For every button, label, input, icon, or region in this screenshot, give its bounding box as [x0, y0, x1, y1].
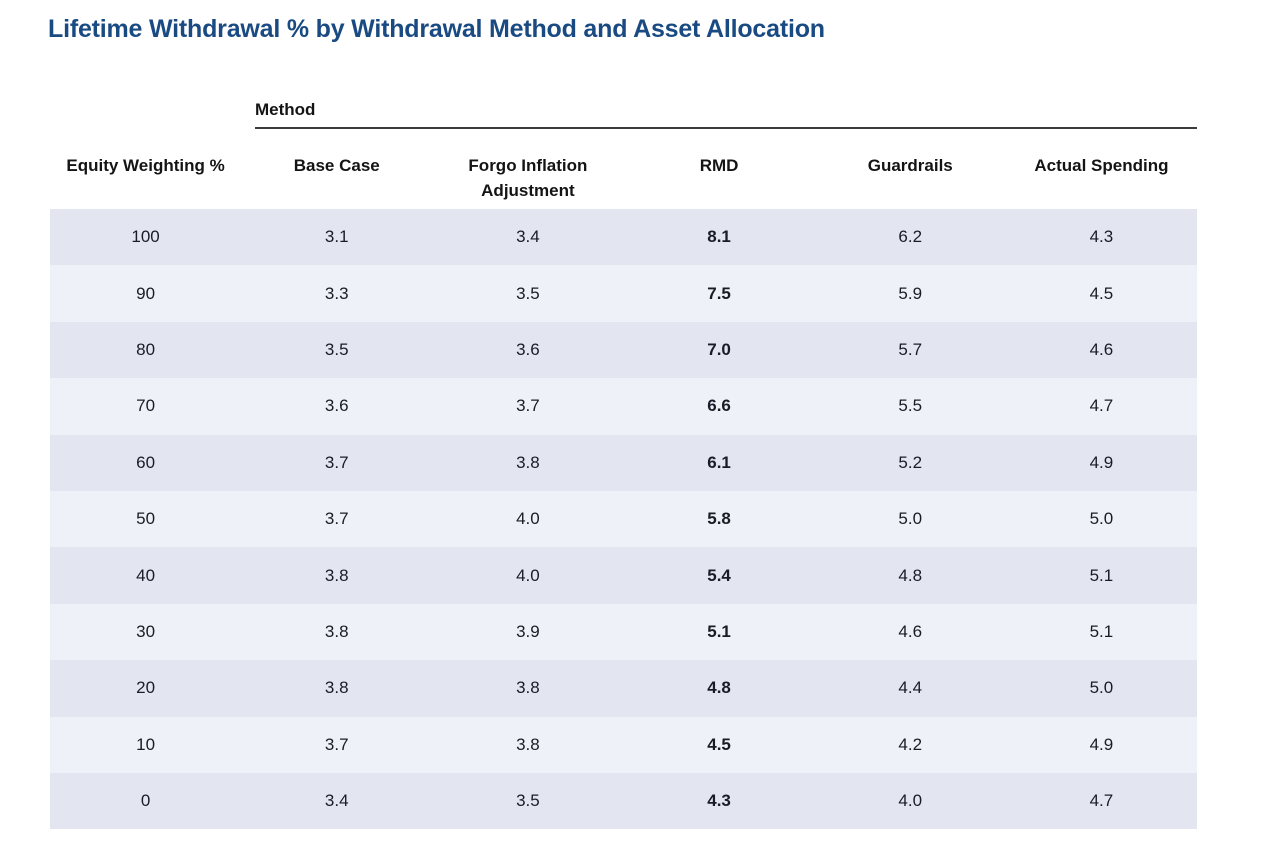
actual-spending-cell: 5.1 [1089, 621, 1114, 641]
column-header-guardrails: Guardrails [867, 156, 953, 175]
actual-spending-cell: 4.7 [1089, 396, 1114, 416]
rmd-cell: 7.5 [707, 283, 731, 303]
equity-weighting-cell: 80 [136, 339, 156, 359]
guardrails-cell: 4.0 [898, 791, 923, 811]
actual-spending-cell: 4.9 [1089, 452, 1114, 472]
equity-weighting-cell: 0 [140, 791, 151, 811]
forgo-inflation-adjustment-cell: 4.0 [516, 565, 540, 585]
guardrails-cell: 5.2 [898, 452, 923, 472]
rmd-cell: 4.3 [707, 791, 731, 811]
equity-weighting-cell: 50 [136, 509, 156, 529]
actual-spending-cell: 4.9 [1089, 734, 1114, 754]
rmd-cell: 6.6 [707, 396, 731, 416]
table-row: 100 3.1 3.4 8.1 6.2 4.3 [50, 209, 1197, 266]
forgo-inflation-adjustment-cell: 4.0 [516, 509, 540, 529]
rmd-cell: 5.1 [707, 621, 731, 641]
equity-weighting-cell: 20 [136, 678, 156, 698]
withdrawal-table: Method Equity Weighting % Base Case Forg… [50, 100, 1197, 830]
guardrails-cell: 4.8 [898, 565, 923, 585]
rmd-cell: 4.5 [707, 734, 731, 754]
actual-spending-cell: 4.5 [1089, 283, 1114, 303]
actual-spending-cell: 4.3 [1089, 227, 1114, 247]
base-case-cell: 3.8 [324, 565, 349, 585]
rmd-cell: 5.4 [707, 565, 731, 585]
equity-weighting-cell: 30 [136, 621, 156, 641]
actual-spending-cell: 5.0 [1089, 678, 1114, 698]
guardrails-cell: 5.0 [898, 509, 923, 529]
guardrails-cell: 4.2 [898, 734, 923, 754]
base-case-cell: 3.7 [324, 509, 349, 529]
equity-weighting-cell: 100 [131, 227, 160, 247]
base-case-cell: 3.4 [324, 791, 349, 811]
equity-weighting-cell: 10 [136, 734, 156, 754]
page-title: Lifetime Withdrawal % by Withdrawal Meth… [48, 15, 825, 43]
table-row: 80 3.5 3.6 7.0 5.7 4.6 [50, 321, 1197, 379]
table-header-row: Equity Weighting % Base Case Forgo Infla… [50, 129, 1197, 209]
rmd-cell: 8.1 [707, 227, 731, 247]
method-spanner: Method [255, 100, 1197, 129]
rmd-cell: 4.8 [707, 678, 731, 698]
table-row: 90 3.3 3.5 7.5 5.9 4.5 [50, 265, 1197, 322]
table-row: 0 3.4 3.5 4.3 4.0 4.7 [50, 772, 1197, 830]
table-row: 70 3.6 3.7 6.6 5.5 4.7 [50, 378, 1197, 435]
guardrails-cell: 6.2 [898, 227, 923, 247]
equity-weighting-cell: 70 [136, 396, 156, 416]
base-case-cell: 3.7 [324, 734, 349, 754]
base-case-cell: 3.7 [324, 452, 349, 472]
guardrails-cell: 5.5 [898, 396, 923, 416]
rmd-cell: 6.1 [707, 452, 731, 472]
equity-weighting-cell: 90 [136, 283, 156, 303]
base-case-cell: 3.6 [324, 396, 349, 416]
rmd-cell: 7.0 [707, 339, 731, 359]
actual-spending-cell: 5.1 [1089, 565, 1114, 585]
forgo-inflation-adjustment-cell: 3.5 [516, 283, 540, 303]
base-case-cell: 3.8 [324, 678, 349, 698]
forgo-inflation-adjustment-cell: 3.5 [516, 791, 540, 811]
column-header-equity-weighting: Equity Weighting % [66, 156, 225, 175]
forgo-inflation-adjustment-cell: 3.4 [516, 227, 540, 247]
column-header-forgo-inflation-adjustment: Forgo Inflation Adjustment [468, 156, 588, 200]
forgo-inflation-adjustment-cell: 3.8 [516, 734, 540, 754]
table-row: 60 3.7 3.8 6.1 5.2 4.9 [50, 434, 1197, 491]
table-row: 40 3.8 4.0 5.4 4.8 5.1 [50, 547, 1197, 604]
base-case-cell: 3.8 [324, 621, 349, 641]
table-row: 20 3.8 3.8 4.8 4.4 5.0 [50, 660, 1197, 717]
actual-spending-cell: 4.6 [1089, 339, 1114, 359]
table-row: 50 3.7 4.0 5.8 5.0 5.0 [50, 490, 1197, 548]
guardrails-cell: 4.6 [898, 621, 923, 641]
actual-spending-cell: 4.7 [1089, 791, 1114, 811]
base-case-cell: 3.3 [324, 283, 349, 303]
guardrails-cell: 5.9 [898, 283, 923, 303]
guardrails-cell: 5.7 [898, 339, 923, 359]
table-body: 100 3.1 3.4 8.1 6.2 4.3 90 3.3 3.5 7.5 5… [50, 209, 1197, 830]
forgo-inflation-adjustment-cell: 3.7 [516, 396, 540, 416]
method-spanner-label: Method [255, 100, 316, 119]
forgo-inflation-adjustment-cell: 3.8 [516, 452, 540, 472]
actual-spending-cell: 5.0 [1089, 509, 1114, 529]
column-header-base-case: Base Case [293, 156, 380, 175]
table-row: 10 3.7 3.8 4.5 4.2 4.9 [50, 716, 1197, 773]
column-header-actual-spending: Actual Spending [1034, 156, 1169, 175]
rmd-cell: 5.8 [707, 509, 731, 529]
base-case-cell: 3.5 [324, 339, 349, 359]
forgo-inflation-adjustment-cell: 3.6 [516, 339, 540, 359]
equity-weighting-cell: 40 [136, 565, 156, 585]
forgo-inflation-adjustment-cell: 3.9 [516, 621, 540, 641]
equity-weighting-cell: 60 [136, 452, 156, 472]
forgo-inflation-adjustment-cell: 3.8 [516, 678, 540, 698]
base-case-cell: 3.1 [324, 227, 349, 247]
column-header-rmd: RMD [699, 156, 739, 175]
guardrails-cell: 4.4 [898, 678, 923, 698]
table-row: 30 3.8 3.9 5.1 4.6 5.1 [50, 603, 1197, 661]
